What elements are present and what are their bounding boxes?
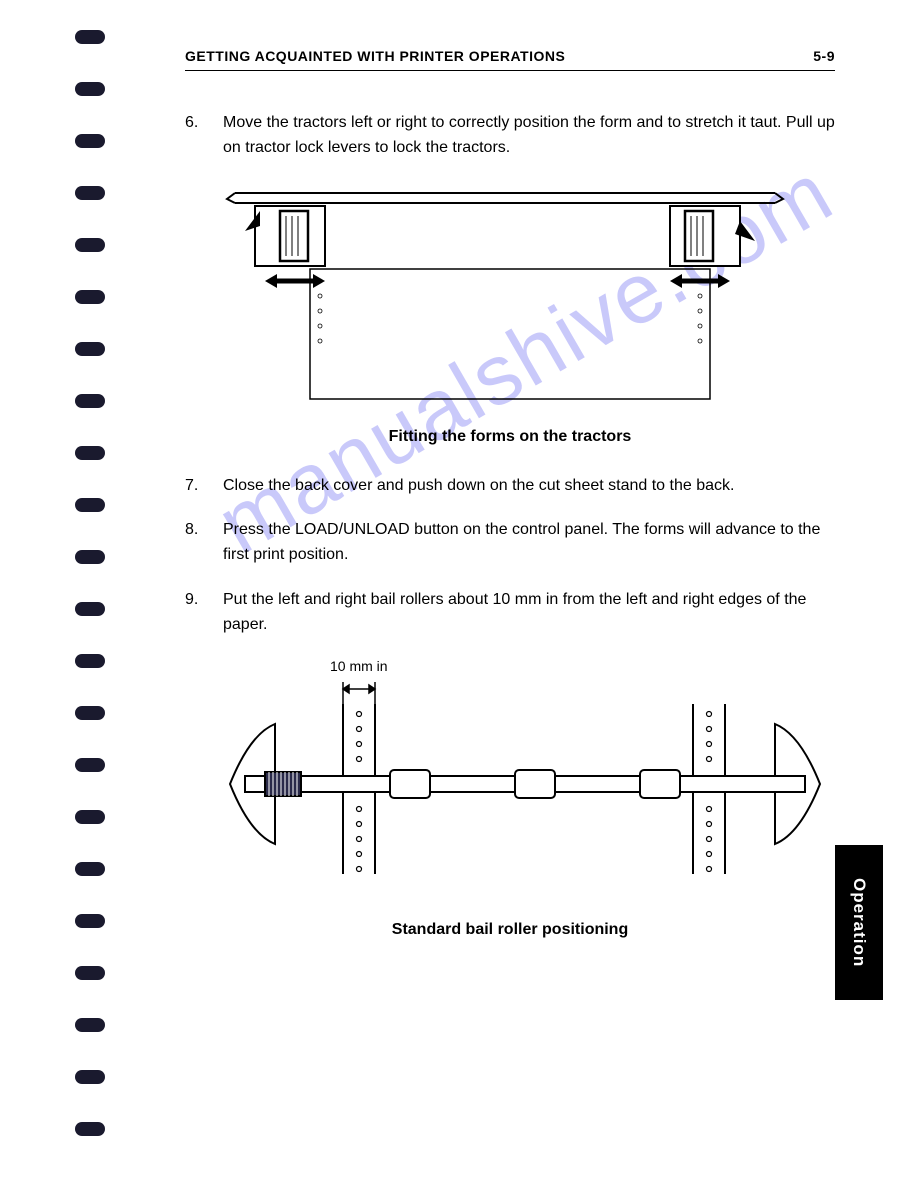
step-text: Put the left and right bail rollers abou… <box>223 588 835 638</box>
step-7: 7. Close the back cover and push down on… <box>185 474 835 499</box>
side-tab-label: Operation <box>849 878 869 967</box>
step-8: 8. Press the LOAD/UNLOAD button on the c… <box>185 518 835 568</box>
dim-label: 10 mm in <box>330 658 835 674</box>
page-header: GETTING ACQUAINTED WITH PRINTER OPERATIO… <box>185 48 835 71</box>
step-number: 9. <box>185 588 223 638</box>
figure1-caption: Fitting the forms on the tractors <box>185 428 835 446</box>
page-number: 5-9 <box>813 48 835 64</box>
step-number: 7. <box>185 474 223 499</box>
step-number: 6. <box>185 111 223 161</box>
side-tab-operation: Operation <box>835 845 883 1000</box>
spiral-binding <box>75 30 105 1136</box>
step-9: 9. Put the left and right bail rollers a… <box>185 588 835 638</box>
header-title: GETTING ACQUAINTED WITH PRINTER OPERATIO… <box>185 48 565 64</box>
figure-bail-rollers: 10 mm in <box>225 658 835 909</box>
figure-tractors <box>225 181 835 416</box>
figure2-caption: Standard bail roller positioning <box>185 921 835 939</box>
step-number: 8. <box>185 518 223 568</box>
step-text: Press the LOAD/UNLOAD button on the cont… <box>223 518 835 568</box>
step-text: Move the tractors left or right to corre… <box>223 111 835 161</box>
step-6: 6. Move the tractors left or right to co… <box>185 111 835 161</box>
page-content: GETTING ACQUAINTED WITH PRINTER OPERATIO… <box>185 48 835 967</box>
step-text: Close the back cover and push down on th… <box>223 474 835 499</box>
